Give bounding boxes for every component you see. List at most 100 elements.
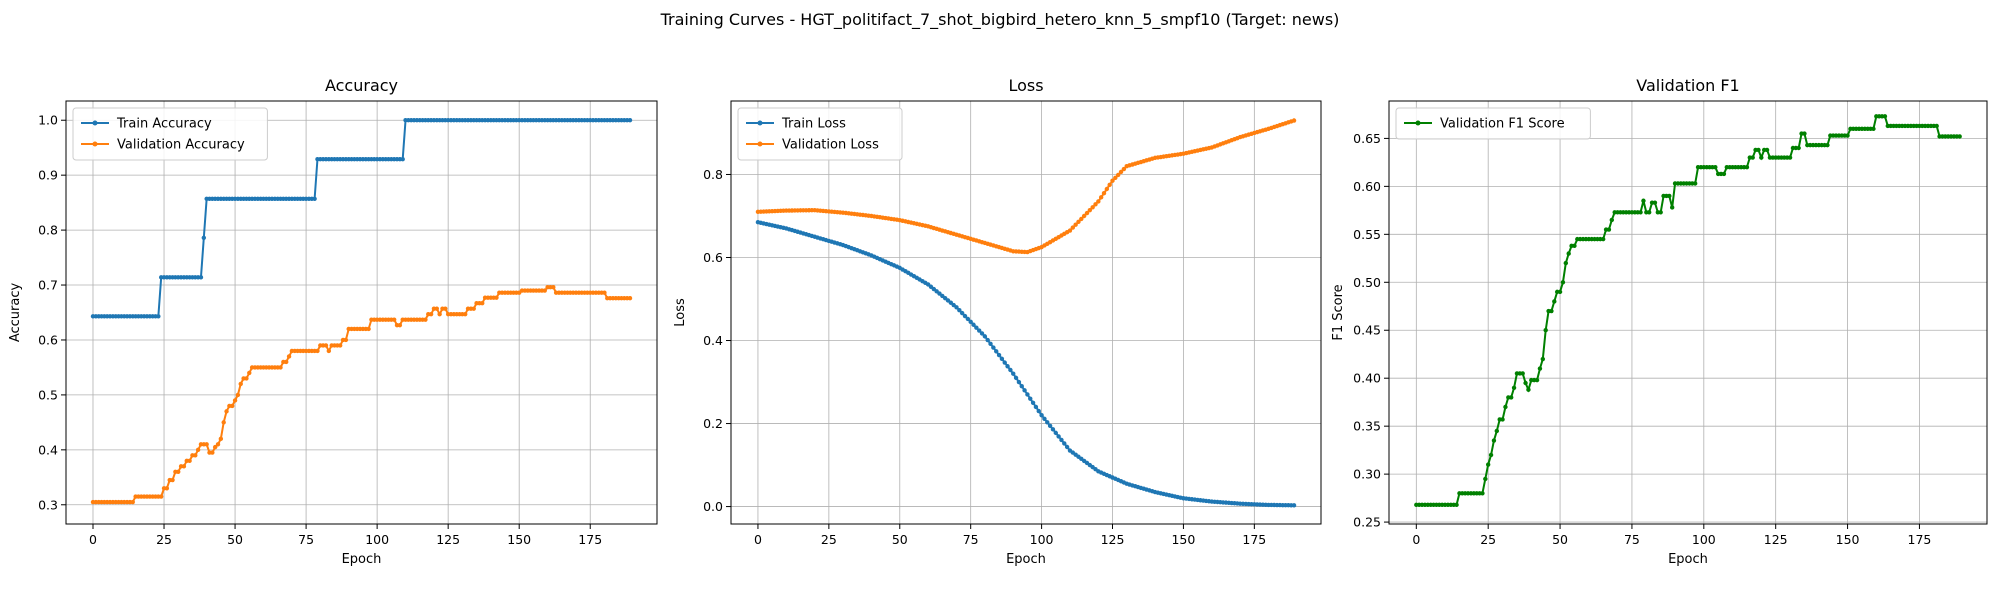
f1-data-point	[1667, 193, 1672, 199]
f1-y-tick-label: 0.35	[1353, 419, 1381, 434]
loss-data-point	[968, 319, 973, 325]
accuracy-data-point	[434, 306, 439, 311]
loss-data-point	[965, 316, 971, 322]
loss-series-1	[755, 118, 1297, 255]
accuracy-data-point	[494, 295, 499, 300]
f1-data-point	[1454, 502, 1459, 508]
loss-data-point	[1090, 205, 1095, 210]
accuracy-data-point	[366, 326, 371, 332]
loss-data-point	[1039, 413, 1044, 418]
f1-data-point	[1540, 356, 1546, 362]
loss-y-tick-label: 0.6	[703, 250, 723, 265]
loss-axes-frame	[730, 100, 1322, 525]
accuracy-data-point	[215, 442, 221, 447]
accuracy-data-point	[551, 285, 556, 290]
accuracy-data-point	[232, 398, 238, 403]
f1-data-point	[1523, 380, 1528, 386]
loss-grid	[731, 101, 1321, 524]
accuracy-data-point	[193, 453, 198, 458]
accuracy-x-tick-label: 25	[156, 532, 172, 547]
loss-x-tick-label: 125	[1101, 532, 1125, 547]
loss-y-tick-label: 0.2	[703, 416, 723, 431]
accuracy-data-point	[195, 447, 201, 453]
accuracy-data-point	[312, 196, 317, 201]
accuracy-grid	[66, 101, 657, 524]
accuracy-data-point	[463, 311, 468, 317]
accuracy-data-point	[397, 322, 403, 328]
f1-y-tick-label: 0.60	[1353, 179, 1381, 194]
accuracy-x-tick-label: 150	[507, 532, 531, 547]
f1-data-point	[1652, 200, 1658, 205]
accuracy-data-point	[326, 348, 332, 354]
loss-data-point	[1053, 430, 1058, 436]
accuracy-data-point	[428, 311, 434, 317]
f1-data-point	[1483, 476, 1488, 482]
loss-x-tick-label: 175	[1242, 532, 1266, 547]
accuracy-data-point	[164, 486, 170, 491]
f1-data-point	[1787, 155, 1793, 160]
accuracy-data-point	[210, 450, 215, 455]
loss-ylabel: Loss	[673, 298, 688, 327]
f1-title: Validation F1	[1636, 76, 1739, 95]
accuracy-data-point	[480, 300, 485, 306]
loss-data-point	[994, 349, 999, 354]
loss-series-0	[755, 220, 1297, 508]
loss-data-point	[962, 313, 968, 319]
accuracy-legend-box	[72, 107, 268, 161]
accuracy-data-point	[627, 118, 633, 123]
loss-data-point	[1016, 379, 1022, 385]
accuracy-axes-frame	[65, 100, 658, 525]
loss-data-point	[1115, 172, 1121, 178]
f1-x-tick-label: 125	[1764, 532, 1788, 547]
f1-data-point	[1646, 210, 1652, 215]
loss-data-point	[1113, 175, 1118, 180]
f1-data-point	[1600, 236, 1606, 242]
loss-data-point	[1059, 437, 1064, 443]
f1-data-point	[1537, 366, 1543, 371]
loss-y-tick-label: 0.0	[703, 499, 723, 514]
f1-y-tick-label: 0.40	[1353, 371, 1381, 386]
loss-data-point	[1036, 408, 1041, 414]
f1-x-tick-label: 100	[1692, 532, 1716, 547]
loss-data-point	[999, 356, 1005, 361]
accuracy-data-point	[187, 458, 192, 464]
f1-data-point	[1721, 171, 1727, 177]
accuracy-data-point	[156, 314, 161, 319]
accuracy-data-point	[443, 306, 448, 311]
f1-x-tick-label: 175	[1908, 532, 1932, 547]
loss-x-tick-label: 0	[754, 532, 762, 547]
accuracy-data-point	[158, 494, 164, 499]
f1-data-point	[1557, 289, 1563, 295]
accuracy-data-point	[247, 370, 252, 376]
loss-y-tick-label: 0.4	[703, 333, 723, 348]
loss-data-point	[1101, 190, 1107, 196]
loss-data-point	[1084, 210, 1090, 216]
loss-legend-box	[737, 107, 903, 161]
accuracy-data-point	[391, 317, 397, 322]
f1-y-tick-label: 0.55	[1353, 227, 1381, 242]
loss-legend-marker	[757, 120, 763, 126]
loss-legend: Train Loss Validation Loss	[737, 107, 903, 161]
loss-xlabel: Epoch	[1006, 552, 1046, 567]
f1-data-point	[1759, 155, 1764, 160]
accuracy-xlabel: Epoch	[342, 552, 382, 567]
loss-series-line	[757, 221, 1295, 507]
loss-title: Loss	[1008, 76, 1043, 95]
f1-y-tick-label: 0.45	[1353, 323, 1381, 338]
f1-legend-marker	[1415, 120, 1421, 126]
accuracy-data-point	[437, 311, 442, 317]
f1-data-point	[1552, 299, 1557, 304]
loss-data-point	[1121, 166, 1127, 172]
accuracy-data-point	[284, 359, 289, 365]
accuracy-data-point	[400, 157, 405, 162]
accuracy-legend-marker	[92, 120, 98, 126]
loss-data-point	[1013, 375, 1019, 381]
accuracy-x-tick-label: 50	[227, 532, 243, 547]
f1-data-point	[1566, 251, 1571, 256]
accuracy-data-point	[230, 403, 235, 409]
loss-data-point	[1291, 118, 1297, 123]
f1-data-point	[1825, 142, 1830, 148]
f1-data-point	[1526, 387, 1531, 392]
loss-data-point	[1110, 178, 1115, 183]
